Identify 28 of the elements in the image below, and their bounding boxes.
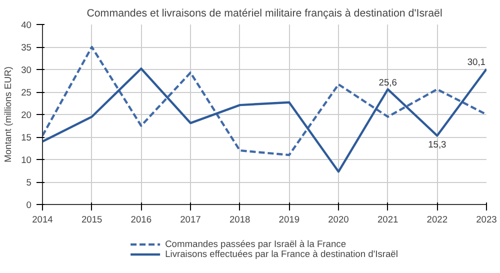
chart-title: Commandes et livraisons de matériel militaire français à destination d'Israël — [86, 8, 442, 20]
y-tick-label: 35 — [21, 42, 32, 52]
x-tick-label: 2020 — [328, 214, 349, 224]
y-tick-label: 30 — [21, 65, 32, 75]
x-tick-label: 2023 — [476, 214, 497, 224]
x-tick-label: 2015 — [81, 214, 102, 224]
data-label: 30,1 — [467, 57, 486, 68]
y-tick-label: 20 — [21, 110, 32, 120]
x-tick-label: 2018 — [229, 214, 250, 224]
data-label: 15,3 — [428, 140, 446, 150]
legend-label: Commandes passées par Israël à la France — [165, 239, 346, 249]
y-tick-label: 40 — [21, 20, 32, 30]
x-tick-label: 2016 — [130, 214, 152, 224]
y-tick-label: 5 — [26, 178, 32, 188]
x-tick-label: 2021 — [377, 214, 398, 224]
x-tick-label: 2014 — [32, 214, 53, 224]
line-series — [42, 68, 486, 173]
x-tick-label: 2022 — [426, 214, 448, 224]
y-tick-label: 10 — [21, 155, 32, 165]
y-axis-title: Montant (millions EUR) — [3, 66, 14, 162]
y-tick-label: 25 — [21, 88, 32, 98]
legend-label: Livraisons effectuées par la France à destination d'Israël — [165, 249, 398, 259]
x-tick-label: 2017 — [180, 214, 201, 224]
data-label: 25,6 — [378, 77, 397, 88]
y-tick-label: 0 — [26, 200, 32, 210]
line-series — [42, 46, 486, 156]
x-tick-label: 2019 — [278, 214, 300, 224]
y-tick-label: 15 — [21, 132, 32, 142]
